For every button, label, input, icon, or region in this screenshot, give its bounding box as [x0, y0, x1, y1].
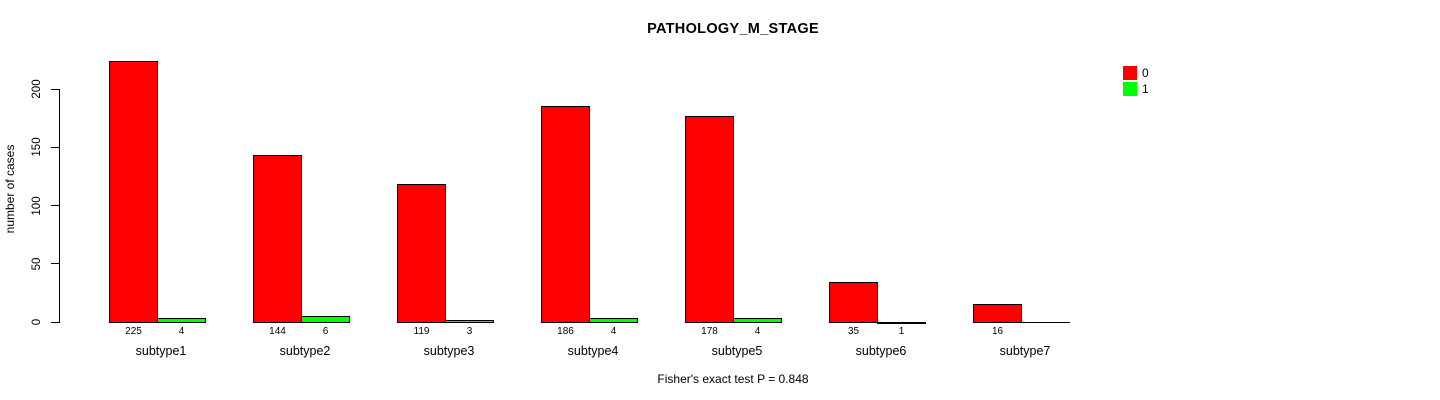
y-axis-title: number of cases [3, 144, 17, 234]
legend-item-0: 0 [1123, 65, 1149, 81]
y-tick-label-200: 200 [31, 79, 43, 99]
category-label-subtype4: subtype4 [567, 344, 619, 358]
y-tick-mark-200 [51, 88, 59, 90]
legend-item-1: 1 [1123, 81, 1149, 97]
bar-value-subtype3-series0: 119 [413, 326, 430, 337]
bar-subtype5-series1 [733, 318, 782, 323]
bar-value-subtype4-series1: 4 [610, 326, 617, 337]
bar-subtype7-series0 [973, 304, 1022, 323]
legend-label-1: 1 [1142, 82, 1149, 96]
bar-value-subtype6-series1: 1 [898, 326, 905, 337]
y-tick-mark-100 [51, 205, 59, 206]
bar-value-subtype3-series1: 3 [466, 326, 473, 337]
bar-value-subtype2-series0: 144 [269, 326, 286, 337]
bar-subtype3-series0 [397, 184, 446, 323]
legend: 0 1 [1123, 65, 1149, 97]
category-label-subtype3: subtype3 [423, 344, 475, 358]
legend-swatch-red-icon [1123, 66, 1137, 80]
bar-value-subtype2-series1: 6 [322, 326, 329, 337]
category-label-subtype6: subtype6 [855, 344, 907, 358]
y-tick-mark-150 [51, 146, 59, 148]
category-label-subtype1: subtype1 [135, 344, 187, 358]
category-label-subtype7: subtype7 [999, 344, 1051, 358]
bar-subtype6-series1 [877, 322, 926, 324]
y-tick-label-100: 100 [31, 195, 43, 216]
legend-label-0: 0 [1142, 66, 1149, 80]
bar-value-subtype5-series1: 4 [754, 326, 761, 337]
bar-subtype4-series0 [541, 106, 590, 323]
y-tick-label-50: 50 [31, 257, 43, 271]
bar-subtype1-series1 [157, 318, 206, 323]
bar-subtype5-series0 [685, 116, 734, 323]
bar-subtype3-series1 [445, 320, 494, 323]
bar-value-subtype5-series0: 178 [701, 326, 718, 337]
chart-title: PATHOLOGY_M_STAGE [647, 21, 819, 37]
bar-value-subtype6-series0: 35 [847, 326, 860, 337]
bar-subtype1-series0 [109, 61, 158, 323]
y-tick-mark-0 [51, 321, 59, 323]
bar-value-subtype4-series0: 186 [557, 326, 574, 337]
bar-subtype2-series1 [301, 316, 350, 323]
y-axis-line [59, 89, 60, 323]
bar-subtype2-series0 [253, 155, 302, 323]
bar-value-subtype1-series1: 4 [178, 326, 185, 337]
bar-subtype6-series0 [829, 282, 878, 323]
bar-value-subtype7-series0: 16 [991, 326, 1004, 337]
y-tick-mark-50 [51, 263, 59, 265]
y-tick-label-150: 150 [31, 137, 43, 157]
bar-subtype4-series1 [589, 318, 638, 323]
stat-test-caption: Fisher's exact test P = 0.848 [657, 372, 809, 386]
bar-value-subtype1-series0: 225 [125, 326, 142, 337]
category-label-subtype5: subtype5 [711, 344, 763, 358]
legend-swatch-green-icon [1123, 82, 1137, 96]
category-label-subtype2: subtype2 [279, 344, 331, 358]
y-tick-label-0: 0 [31, 318, 43, 326]
